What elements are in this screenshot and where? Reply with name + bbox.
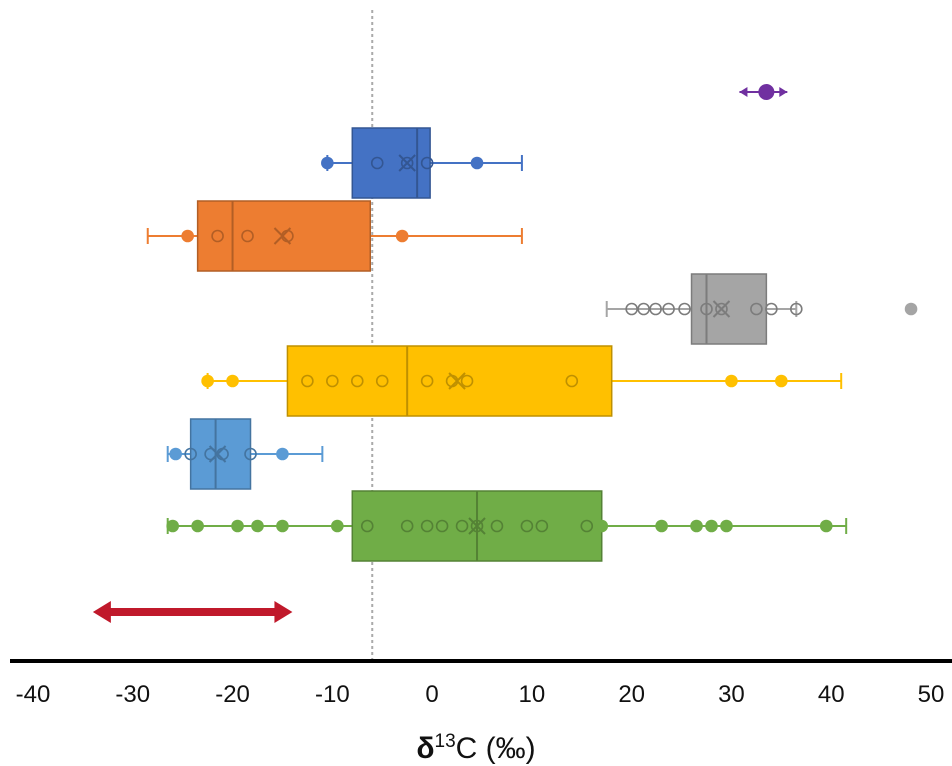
data-point bbox=[678, 302, 691, 316]
data-point bbox=[226, 374, 239, 388]
data-point bbox=[321, 156, 334, 170]
data-point bbox=[251, 519, 264, 533]
data-point bbox=[420, 519, 434, 533]
series-0 bbox=[739, 84, 788, 100]
data-point bbox=[700, 302, 713, 316]
data-point bbox=[720, 519, 733, 533]
data-point bbox=[191, 519, 204, 533]
data-point bbox=[535, 519, 549, 533]
data-point bbox=[166, 519, 179, 533]
data-point bbox=[765, 302, 778, 316]
x-tick-label: 0 bbox=[425, 681, 438, 708]
mean-marker-b bbox=[448, 372, 466, 390]
data-point bbox=[655, 519, 668, 533]
mean-marker-b bbox=[273, 227, 292, 245]
x-axis-title-superscript: 13 bbox=[435, 731, 456, 752]
data-point bbox=[460, 374, 474, 388]
data-point bbox=[455, 519, 469, 533]
data-point bbox=[520, 519, 534, 533]
data-point bbox=[690, 519, 703, 533]
x-axis-title: δ13C (‰) bbox=[416, 731, 535, 765]
data-point bbox=[244, 447, 257, 461]
data-point bbox=[181, 229, 194, 243]
x-tick-label: 10 bbox=[519, 681, 546, 708]
data-point bbox=[276, 519, 289, 533]
box bbox=[196, 200, 371, 272]
range-end-arrow bbox=[779, 87, 788, 97]
data-point bbox=[375, 374, 389, 388]
series-2 bbox=[146, 200, 523, 272]
x-axis-title-text: C (‰) bbox=[456, 732, 536, 765]
x-axis-title-symbol: δ bbox=[416, 732, 434, 765]
box bbox=[286, 345, 613, 417]
data-point bbox=[231, 519, 244, 533]
data-point bbox=[370, 156, 384, 170]
mean-marker-b bbox=[208, 445, 227, 463]
data-point bbox=[435, 519, 449, 533]
data-point bbox=[276, 447, 289, 461]
data-point bbox=[637, 302, 650, 316]
series-3 bbox=[605, 273, 918, 345]
data-point bbox=[725, 374, 738, 388]
x-tick-label: 40 bbox=[818, 681, 845, 708]
mean-marker-b bbox=[712, 300, 731, 318]
data-point bbox=[184, 447, 197, 461]
x-tick-label: -10 bbox=[315, 681, 350, 708]
data-point bbox=[649, 302, 662, 316]
data-point bbox=[490, 519, 504, 533]
data-point bbox=[331, 519, 344, 533]
x-tick-label: -20 bbox=[215, 681, 250, 708]
data-point bbox=[301, 374, 314, 388]
data-point bbox=[819, 519, 833, 533]
data-point bbox=[420, 374, 434, 388]
x-axis: -40 -30 -20 -10 0 10 20 30 40 50 bbox=[10, 659, 952, 708]
box bbox=[690, 273, 768, 345]
data-point bbox=[715, 302, 728, 316]
data-point bbox=[241, 229, 254, 243]
series-5 bbox=[166, 418, 324, 490]
data-point bbox=[470, 519, 484, 533]
data-point bbox=[789, 302, 803, 316]
data-point bbox=[326, 374, 339, 388]
data-point bbox=[580, 519, 594, 533]
data-point bbox=[169, 447, 182, 461]
x-tick-label: 20 bbox=[618, 681, 645, 708]
mean-marker-b bbox=[398, 154, 416, 172]
x-tick-label: -40 bbox=[16, 681, 51, 708]
mean-marker-b bbox=[468, 517, 486, 535]
box bbox=[351, 127, 431, 199]
series-1 bbox=[321, 127, 523, 199]
data-point bbox=[204, 447, 217, 461]
data-point bbox=[750, 302, 763, 316]
range-end-arrow bbox=[739, 87, 748, 97]
data-point bbox=[420, 156, 434, 170]
data-point bbox=[625, 302, 638, 316]
data-point bbox=[565, 374, 579, 388]
x-tick-label: 50 bbox=[918, 681, 945, 708]
range-center-point bbox=[758, 84, 775, 100]
data-point bbox=[705, 519, 718, 533]
series-4 bbox=[201, 345, 843, 417]
data-point bbox=[400, 519, 414, 533]
data-point bbox=[904, 302, 918, 316]
data-point bbox=[211, 229, 224, 243]
data-point bbox=[470, 156, 484, 170]
data-point bbox=[350, 374, 364, 388]
range-bar-arrow-right bbox=[274, 601, 293, 623]
data-point bbox=[360, 519, 374, 533]
series-layer bbox=[92, 84, 918, 623]
series-6 bbox=[166, 490, 848, 562]
x-tick-label: 30 bbox=[718, 681, 745, 708]
range-bar-arrow-left bbox=[92, 601, 111, 623]
data-point bbox=[595, 519, 609, 533]
x-tick-label: -30 bbox=[115, 681, 150, 708]
data-point bbox=[400, 156, 414, 170]
data-point bbox=[395, 229, 409, 243]
box bbox=[189, 418, 252, 490]
data-point bbox=[775, 374, 788, 388]
data-point bbox=[201, 374, 214, 388]
data-point bbox=[662, 302, 675, 316]
